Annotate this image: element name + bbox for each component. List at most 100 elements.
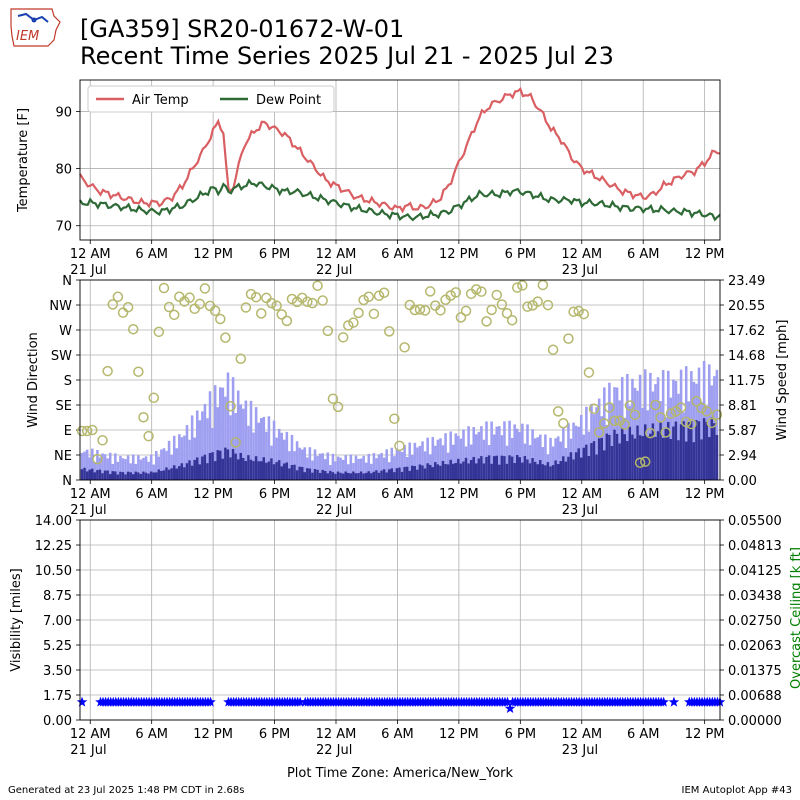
y2-axis-label: Overcast Ceiling [k ft] (789, 547, 800, 689)
wind-gust-bar (477, 431, 481, 480)
wind-speed-bar (316, 469, 319, 480)
wind-speed-bar (574, 452, 578, 480)
wind-speed-bar (254, 456, 258, 480)
wind-speed-bar (313, 468, 317, 480)
wind-direction-point (107, 299, 119, 310)
wind-gust-bar (144, 456, 148, 480)
wind-speed-bar (206, 463, 209, 480)
wind-gust-bar (157, 456, 161, 480)
wind-direction-point (343, 320, 354, 331)
wind-speed-bar (170, 468, 173, 480)
wind-speed-bar (508, 455, 511, 480)
wind-speed-bar (498, 464, 501, 480)
wind-gust-bar (285, 431, 289, 480)
wind-gust-bar (562, 428, 565, 480)
wind-speed-bar (480, 456, 483, 480)
wind-speed-bar (661, 437, 665, 480)
wind-direction-point (414, 304, 426, 315)
wind-speed-bar (664, 428, 668, 480)
wind-gust-bar (390, 447, 394, 480)
y2-tick-label: 0.01375 (728, 664, 782, 679)
wind-gust-bar (178, 434, 181, 480)
wind-direction-point (476, 286, 487, 297)
wind-speed-bar (185, 463, 189, 480)
wind-gust-bar (155, 451, 158, 480)
wind-gust-bar (170, 454, 173, 480)
wind-direction-point (496, 299, 508, 310)
y-tick-label: 70 (55, 220, 72, 235)
wind-speed-bar (421, 465, 424, 480)
wind-speed-bar (705, 421, 708, 480)
wind-speed-bar (695, 420, 698, 480)
wind-gust-bar (431, 437, 435, 480)
wind-direction-point (609, 415, 620, 427)
wind-speed-bar (416, 469, 419, 480)
wind-speed-bar (659, 422, 662, 480)
wind-gust-bar (106, 458, 109, 480)
wind-gust-bar (313, 449, 317, 480)
wind-direction-point (558, 418, 569, 429)
wind-speed-bar (684, 441, 688, 480)
wind-gust-bar (311, 460, 314, 480)
y-tick-label: 3.50 (43, 664, 72, 679)
wind-speed-bar (290, 465, 294, 480)
wind-gust-bar (626, 374, 629, 480)
wind-speed-bar (536, 464, 540, 480)
wind-speed-bar (523, 456, 527, 480)
y-tick-label: 1.75 (43, 689, 72, 704)
y2-tick-label: 23.49 (728, 274, 765, 289)
wind-gust-bar (275, 437, 278, 480)
wind-speed-bar (85, 471, 89, 480)
wind-gust-bar (692, 381, 696, 480)
wind-direction-point (76, 425, 88, 437)
x-tick-label: 6 PM (259, 247, 290, 262)
wind-direction-point (399, 342, 410, 353)
wind-direction-point (511, 282, 523, 293)
wind-gust-bar (631, 378, 634, 480)
wind-gust-bar (257, 422, 260, 480)
wind-gust-bar (462, 429, 465, 480)
wind-direction-point (127, 323, 139, 335)
wind-direction-point (691, 396, 702, 407)
wind-speed-bar (549, 466, 552, 480)
wind-speed-bar (390, 468, 394, 480)
wind-direction-point (332, 401, 344, 413)
x-tick-label: 6 AM (627, 727, 660, 742)
wind-speed-bar (674, 421, 678, 480)
wind-speed-bar (610, 446, 614, 480)
wind-direction-point (424, 286, 436, 297)
wind-speed-bar (585, 444, 588, 480)
x-tick-label: 6 AM (135, 487, 168, 502)
plot-frame (79, 79, 721, 241)
wind-speed-bar (597, 438, 601, 480)
wind-direction-point (368, 308, 380, 320)
x-tick-label: 12 PM (685, 727, 725, 742)
wind-speed-bar (487, 455, 491, 480)
y2-tick-label: 0.02063 (728, 639, 782, 654)
wind-gust-bar (259, 418, 263, 480)
wind-speed-bar (613, 429, 616, 480)
wind-speed-bar (131, 474, 135, 480)
wind-speed-bar (518, 457, 522, 480)
y-tick-label: 12.25 (35, 539, 72, 554)
wind-speed-bar (526, 459, 529, 480)
wind-speed-bar (288, 468, 291, 480)
temperature-panel: 12 AM 6 AM 12 PM 6 PM 12 AM 6 AM 12 PM 6 PM 12 A… (16, 79, 725, 278)
wind-direction-point (97, 435, 108, 446)
x-tick-label: 6 AM (135, 247, 168, 262)
wind-direction-point (312, 280, 323, 291)
wind-speed-bar (83, 467, 86, 480)
legend-label: Dew Point (256, 93, 321, 108)
x-tick-label: 12 AM (316, 487, 357, 502)
x-tick-label: 12 AM (561, 487, 602, 502)
wind-speed-bar (631, 434, 634, 480)
legend-box (87, 85, 335, 113)
y-tick-label: 8.75 (43, 589, 72, 604)
wind-speed-bar (244, 461, 248, 480)
wind-gust-bar (403, 445, 406, 480)
wind-speed-bar (221, 458, 225, 480)
wind-speed-bar (372, 471, 376, 480)
wind-direction-point (276, 309, 287, 320)
wind-gust-bar (80, 452, 84, 480)
wind-gust-bar (533, 438, 537, 480)
